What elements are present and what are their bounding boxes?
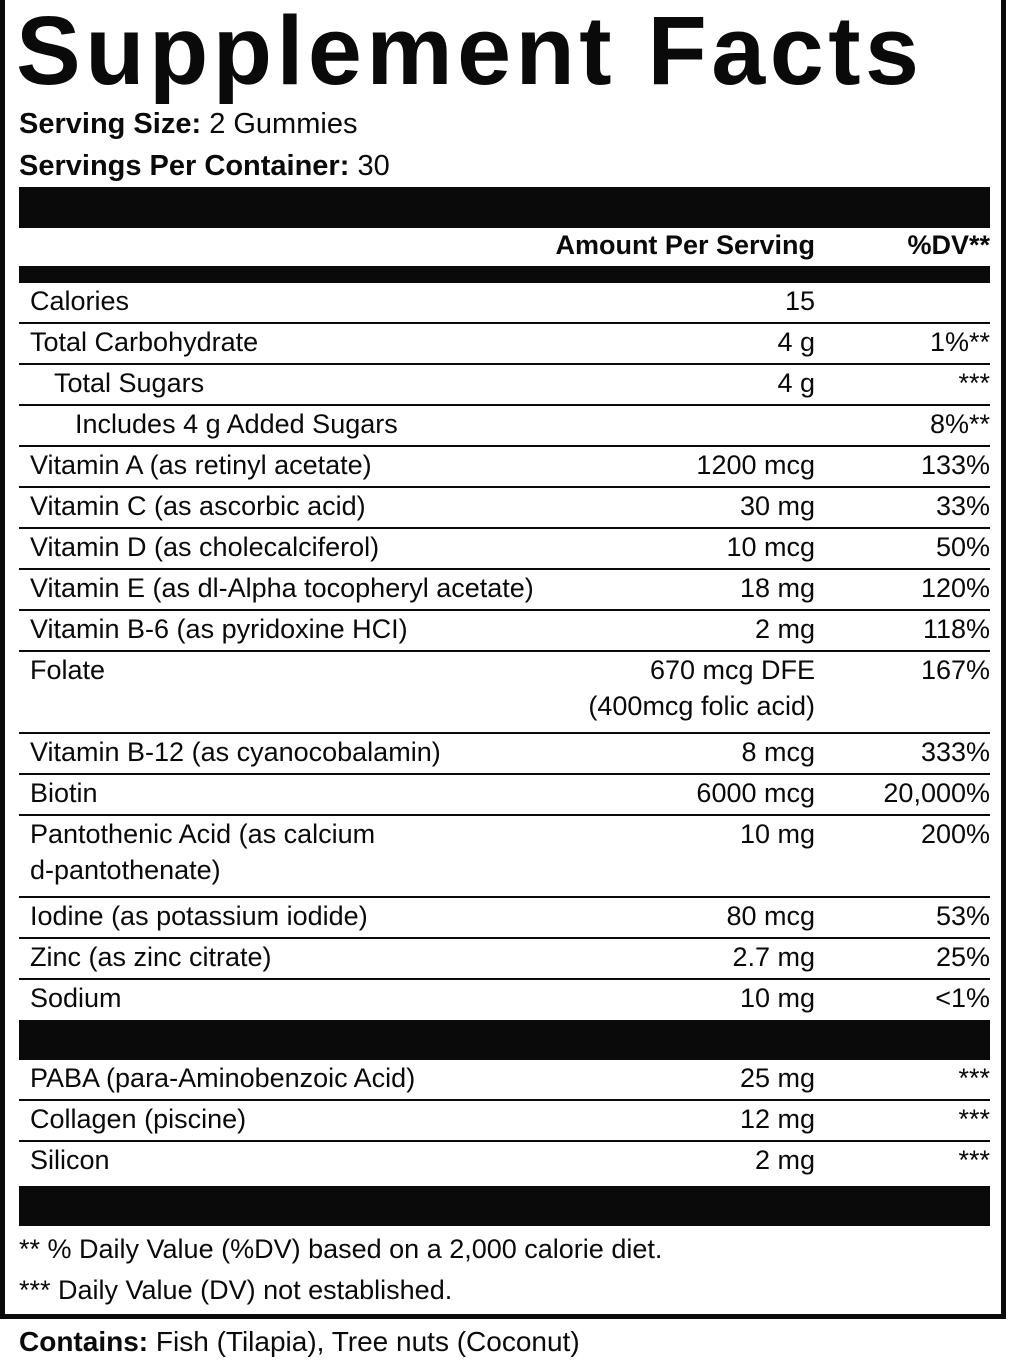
nutrient-dv: 8%** <box>929 409 990 439</box>
nutrient-amount: 12 mg <box>739 1104 815 1134</box>
nutrient-dv: 120% <box>920 573 990 603</box>
table-row: Vitamin D (as cholecalciferol) 10 mcg 50% <box>19 529 990 570</box>
table-row: Collagen (piscine) 12 mg *** <box>19 1101 990 1142</box>
nutrient-dv: 133% <box>920 450 990 480</box>
nutrient-dv: 1%** <box>929 327 990 357</box>
nutrient-amount: 10 mcg <box>726 532 815 562</box>
nutrient-dv: 200% <box>920 819 990 849</box>
nutrient-dv: 167% <box>920 655 990 685</box>
table-row: Vitamin B-6 (as pyridoxine HCI) 2 mg 118% <box>19 611 990 652</box>
table-row: Calories 15 <box>19 283 990 324</box>
nutrient-name: Includes 4 g Added Sugars <box>75 409 398 439</box>
table-row: Total Sugars 4 g *** <box>19 365 990 406</box>
nutrient-name: Vitamin E (as dl-Alpha tocopheryl acetat… <box>30 573 534 603</box>
nutrient-dv: 53% <box>935 901 990 931</box>
footnote-not-established: *** Daily Value (DV) not established. <box>19 1275 453 1305</box>
table-row: Iodine (as potassium iodide) 80 mcg 53% <box>19 898 990 939</box>
table-row: Folate 670 mcg DFE (400mcg folic acid) 167… <box>19 652 990 734</box>
contains-value: Fish (Tilapia), Tree nuts (Coconut) <box>155 1326 580 1357</box>
contains-label: Contains: <box>19 1326 149 1357</box>
nutrient-dv: *** <box>958 1104 990 1134</box>
nutrient-amount: 4 g <box>777 327 815 357</box>
table-row: Silicon 2 mg *** <box>19 1142 990 1183</box>
dv-header: %DV** <box>907 230 990 260</box>
serving-size: Serving Size: 2 Gummies <box>19 107 357 141</box>
footnote-dv: ** % Daily Value (%DV) based on a 2,000 … <box>19 1234 663 1264</box>
table-row: Vitamin B-12 (as cyanocobalamin) 8 mcg 333… <box>19 734 990 775</box>
nutrient-dv: *** <box>958 1063 990 1093</box>
panel-title: Supplement Facts <box>16 0 924 105</box>
nutrient-amount: 670 mcg DFE (400mcg folic acid) <box>588 655 815 721</box>
nutrient-dv: 25% <box>935 942 990 972</box>
table-row: Zinc (as zinc citrate) 2.7 mg 25% <box>19 939 990 980</box>
nutrient-name: Biotin <box>30 778 98 808</box>
column-header: Amount Per Serving %DV** <box>19 228 990 266</box>
nutrient-name: Sodium <box>30 983 122 1013</box>
nutrient-name: Pantothenic Acid (as calcium d-pantothen… <box>30 819 376 885</box>
nutrient-dv: *** <box>958 1145 990 1175</box>
nutrient-dv: <1% <box>935 983 990 1013</box>
nutrient-amount: 25 mg <box>739 1063 815 1093</box>
servings-per-container-value: 30 <box>357 150 390 182</box>
nutrient-amount: 2 mg <box>754 1145 815 1175</box>
facts-panel-border <box>0 0 1006 1319</box>
divider-bar <box>19 1186 990 1226</box>
servings-per-container: Servings Per Container: 30 <box>19 149 390 183</box>
nutrient-table: Calories 15 Total Carbohydrate 4 g 1%** Total… <box>19 283 990 1021</box>
divider-bar <box>19 266 990 283</box>
nutrient-dv: 20,000% <box>883 778 990 808</box>
amount-header: Amount Per Serving <box>555 230 815 260</box>
nutrient-name: Zinc (as zinc citrate) <box>30 942 272 972</box>
nutrient-dv: *** <box>958 368 990 398</box>
table-row: Includes 4 g Added Sugars 8%** <box>19 406 990 447</box>
nutrient-name: Vitamin B-6 (as pyridoxine HCI) <box>30 614 408 644</box>
nutrient-name: Calories <box>30 286 130 316</box>
nutrient-name: Iodine (as potassium iodide) <box>30 901 368 931</box>
table-row: Vitamin C (as ascorbic acid) 30 mg 33% <box>19 488 990 529</box>
nutrient-dv: 33% <box>935 491 990 521</box>
table-row: Pantothenic Acid (as calcium d-pantothen… <box>19 816 990 898</box>
nutrient-name: Total Carbohydrate <box>30 327 259 357</box>
nutrient-amount: 10 mg <box>739 983 815 1013</box>
nutrient-amount: 2 mg <box>754 614 815 644</box>
nutrient-name: Total Sugars <box>54 368 205 398</box>
table-row: Total Carbohydrate 4 g 1%** <box>19 324 990 365</box>
table-row: Sodium 10 mg <1% <box>19 980 990 1021</box>
nutrient-amount: 6000 mcg <box>696 778 815 808</box>
nutrient-amount: 15 <box>784 286 815 316</box>
servings-per-container-label: Servings Per Container: <box>19 150 350 182</box>
nutrient-amount: 2.7 mg <box>732 942 815 972</box>
serving-size-label: Serving Size: <box>19 108 202 140</box>
nutrient-amount: 1200 mcg <box>696 450 815 480</box>
serving-size-value: 2 Gummies <box>209 108 358 140</box>
table-row: PABA (para-Aminobenzoic Acid) 25 mg *** <box>19 1060 990 1101</box>
nutrient-amount: 80 mcg <box>726 901 815 931</box>
nutrient-name: Silicon <box>30 1145 110 1175</box>
nutrient-dv: 50% <box>935 532 990 562</box>
table-row: Vitamin E (as dl-Alpha tocopheryl acetat… <box>19 570 990 611</box>
nutrient-dv: 118% <box>922 614 990 644</box>
nutrient-name: Vitamin D (as cholecalciferol) <box>30 532 380 562</box>
table-row: Vitamin A (as retinyl acetate) 1200 mcg 13… <box>19 447 990 488</box>
nutrient-name: Vitamin A (as retinyl acetate) <box>30 450 372 480</box>
nutrient-name: Vitamin B-12 (as cyanocobalamin) <box>30 737 441 767</box>
divider-bar <box>19 1020 990 1060</box>
nutrient-name: PABA (para-Aminobenzoic Acid) <box>30 1063 416 1093</box>
nutrient-amount: 4 g <box>777 368 815 398</box>
nutrient-name: Folate <box>30 655 106 685</box>
nutrient-amount: 30 mg <box>739 491 815 521</box>
nutrient-amount: 10 mg <box>739 819 815 849</box>
nutrient-name: Collagen (piscine) <box>30 1104 247 1134</box>
allergen-statement: Contains: Fish (Tilapia), Tree nuts (Coc… <box>19 1325 580 1359</box>
nutrient-amount: 8 mcg <box>741 737 815 767</box>
table-row: Biotin 6000 mcg 20,000% <box>19 775 990 816</box>
nutrient-dv: 333% <box>920 737 990 767</box>
divider-bar <box>19 187 990 228</box>
nutrient-amount: 18 mg <box>739 573 815 603</box>
other-ingredients-table: PABA (para-Aminobenzoic Acid) 25 mg *** Col… <box>19 1060 990 1183</box>
nutrient-name: Vitamin C (as ascorbic acid) <box>30 491 366 521</box>
